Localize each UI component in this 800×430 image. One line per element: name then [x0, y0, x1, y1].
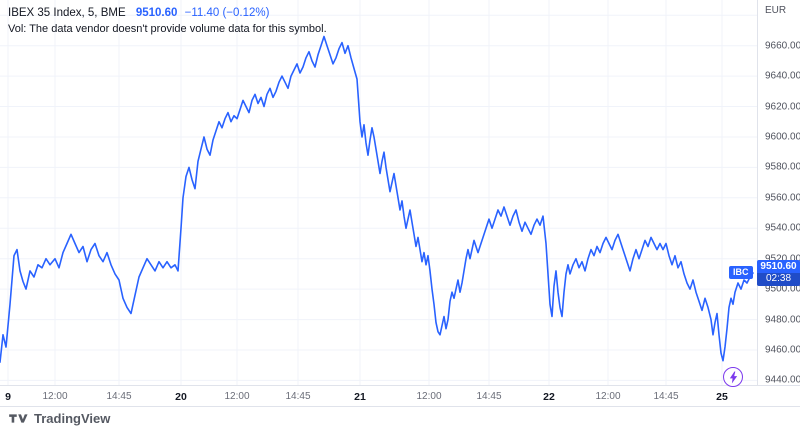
time-tick: 14:45: [476, 391, 502, 402]
price-tick: 9460.00: [765, 344, 800, 356]
flash-button[interactable]: [723, 367, 743, 387]
price-tick: 9600.00: [765, 131, 800, 143]
tradingview-logo-icon: [8, 412, 29, 425]
price-axis[interactable]: EUR 9660.00 9640.00 9620.00 9600.00 9580.00 9…: [757, 0, 800, 386]
time-tick: 9: [5, 391, 11, 403]
price-chart[interactable]: [0, 0, 757, 385]
symbol-tag: IBC: [729, 266, 753, 279]
price-tick: 9660.00: [765, 40, 800, 52]
time-tick: 20: [175, 391, 187, 403]
price-tick: 9640.00: [765, 70, 800, 82]
price-tick: 9580.00: [765, 161, 800, 173]
time-tick: 12:00: [595, 391, 621, 402]
time-tick: 14:45: [106, 391, 132, 402]
price-change: −11.40 (−0.12%): [184, 7, 270, 19]
volume-note: Vol: The data vendor doesn't provide vol…: [8, 23, 327, 35]
price-tick: 9560.00: [765, 192, 800, 204]
price-tick: 9500.00: [765, 283, 800, 295]
current-price-value: 9510.60: [760, 261, 797, 272]
time-tick: 22: [543, 391, 555, 403]
legend-row: IBEX 35 Index, 5, BME 9510.60 −11.40 (−0…: [8, 7, 327, 19]
time-tick: 21: [354, 391, 366, 403]
tradingview-wordmark: TradingView: [34, 411, 111, 426]
price-tick: 9540.00: [765, 222, 800, 234]
price-tick: 9440.00: [765, 374, 800, 386]
symbol-title[interactable]: IBEX 35 Index, 5, BME: [8, 7, 126, 19]
time-axis[interactable]: 9 12:00 14:45 20 12:00 14:45 21 12:00 14:45 22 12:…: [0, 385, 800, 406]
time-tick: 14:45: [653, 391, 679, 402]
currency-label: EUR: [765, 5, 787, 16]
price-tick: 9520.00: [765, 253, 800, 265]
price-tick: 9480.00: [765, 314, 800, 326]
lightning-bolt-icon: [728, 371, 739, 384]
price-tick: 9620.00: [765, 101, 800, 113]
time-tick: 12:00: [416, 391, 442, 402]
chart-legend: IBEX 35 Index, 5, BME 9510.60 −11.40 (−0…: [8, 7, 327, 35]
tradingview-logo[interactable]: TradingView: [8, 411, 110, 426]
bottom-bar: TradingView: [0, 406, 800, 430]
current-price-badge: 9510.60 02:38: [757, 260, 800, 286]
time-tick: 12:00: [224, 391, 250, 402]
time-tick: 25: [716, 391, 728, 403]
time-tick: 14:45: [285, 391, 311, 402]
last-price: 9510.60: [135, 7, 178, 19]
time-tick: 12:00: [42, 391, 68, 402]
bar-countdown: 02:38: [757, 273, 800, 286]
